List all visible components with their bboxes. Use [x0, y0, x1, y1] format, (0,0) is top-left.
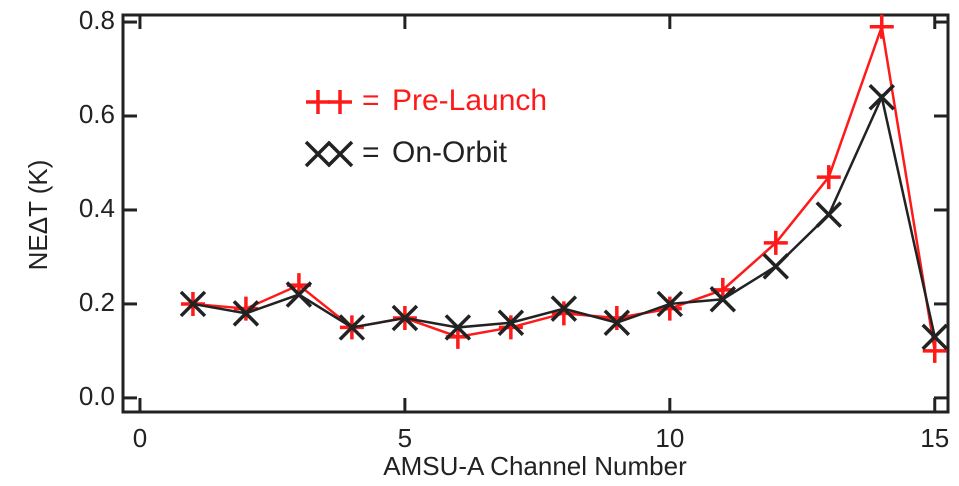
- y-tick-label: 0.8: [79, 5, 115, 35]
- x-tick-label: 15: [920, 423, 949, 453]
- data-point: [391, 304, 419, 332]
- x-tick-label: 10: [655, 423, 684, 453]
- legend-symbol: [326, 140, 354, 168]
- data-point: [656, 290, 684, 318]
- data-point: [232, 300, 260, 327]
- data-point: [551, 301, 576, 326]
- legend-separator: =: [362, 136, 380, 169]
- data-point: [498, 315, 523, 340]
- x-axis-label: AMSU-A Channel Number: [383, 451, 687, 481]
- data-point: [497, 309, 525, 336]
- data-point: [921, 323, 948, 351]
- data-point: [869, 14, 894, 39]
- data-point: [763, 230, 788, 255]
- data-point: [657, 296, 682, 321]
- y-tick-label: 0.4: [79, 193, 115, 223]
- legend-label: On-Orbit: [392, 136, 508, 169]
- y-tick-label: 0.0: [79, 381, 115, 411]
- legend-label: Pre-Launch: [392, 84, 547, 117]
- x-tick-label: 5: [398, 423, 412, 453]
- data-point: [603, 309, 631, 336]
- data-point: [444, 314, 472, 341]
- data-point: [815, 201, 843, 228]
- data-point: [179, 290, 207, 318]
- plot-frame: [121, 13, 950, 414]
- y-tick-label: 0.2: [79, 287, 115, 317]
- y-tick-label: 0.6: [79, 99, 115, 129]
- legend-separator: =: [362, 84, 380, 117]
- data-point: [922, 338, 947, 363]
- data-point: [709, 286, 737, 313]
- y-axis-label: NEΔT (K): [23, 160, 53, 271]
- data-point: [338, 314, 366, 341]
- data-point: [762, 253, 790, 280]
- data-point: [816, 165, 841, 190]
- data-point: [868, 83, 896, 111]
- data-point: [233, 296, 258, 321]
- legend-symbol: [328, 90, 352, 114]
- data-point: [604, 306, 629, 331]
- data-point: [285, 281, 313, 308]
- legend-symbol: [304, 140, 332, 168]
- legend-symbol: [306, 90, 330, 114]
- x-tick-label: 0: [133, 423, 147, 453]
- data-point: [550, 295, 578, 322]
